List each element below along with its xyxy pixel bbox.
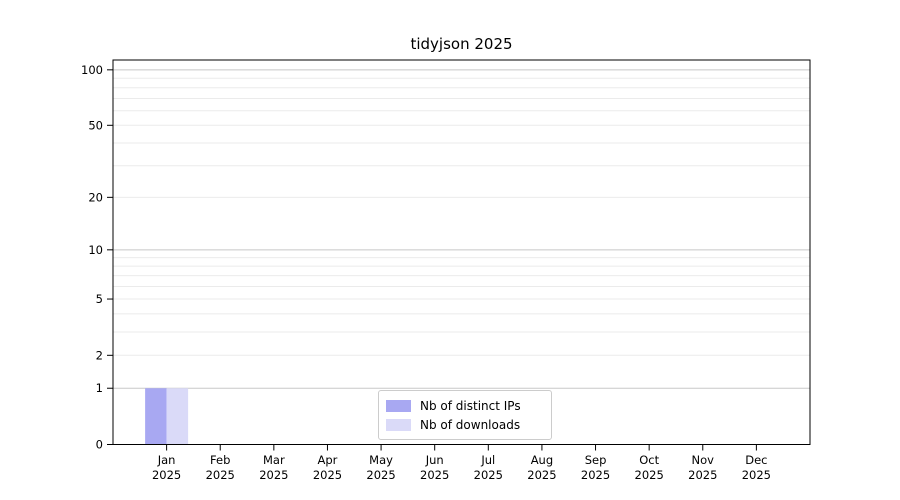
x-tick-label: Oct 2025: [635, 453, 664, 482]
x-tick-month: Jan: [157, 453, 176, 467]
legend-item-distinct-ips: Nb of distinct IPs: [386, 396, 543, 415]
x-tick-label: Mar 2025: [259, 453, 288, 482]
x-tick-year: 2025: [420, 468, 449, 482]
plot-border: [112, 59, 811, 445]
y-tick-label: 0: [96, 438, 103, 452]
x-tick-year: 2025: [366, 468, 395, 482]
x-tick-label: May 2025: [366, 453, 395, 482]
x-tick-month: Sep: [585, 453, 607, 467]
x-tick-label: Jun 2025: [420, 453, 449, 482]
x-tick-label: Nov 2025: [688, 453, 717, 482]
x-tick-year: 2025: [152, 468, 181, 482]
legend: Nb of distinct IPs Nb of downloads: [378, 390, 552, 440]
x-tick-month: Oct: [639, 453, 659, 467]
x-tick-year: 2025: [474, 468, 503, 482]
x-tick-month: Dec: [745, 453, 767, 467]
x-tick-label: Jul 2025: [474, 453, 503, 482]
x-tick-month: Jun: [425, 453, 444, 467]
x-tick-label: Feb 2025: [206, 453, 235, 482]
x-tick-year: 2025: [635, 468, 664, 482]
y-tick-label: 50: [88, 118, 103, 132]
x-tick-month: Mar: [263, 453, 285, 467]
x-tick-month: May: [369, 453, 393, 467]
x-tick-month: Aug: [531, 453, 553, 467]
legend-item-downloads: Nb of downloads: [386, 415, 543, 434]
x-tick-year: 2025: [581, 468, 610, 482]
legend-swatch-downloads: [386, 418, 411, 431]
y-tick-label: 2: [96, 348, 103, 362]
x-tick-year: 2025: [206, 468, 235, 482]
x-tick-label: Sep 2025: [581, 453, 610, 482]
legend-label-distinct-ips: Nb of distinct IPs: [420, 398, 521, 413]
legend-swatch-distinct-ips: [386, 399, 411, 412]
y-tick-label: 20: [88, 190, 103, 204]
x-tick-month: Nov: [692, 453, 715, 467]
x-tick-month: Feb: [210, 453, 230, 467]
x-tick-year: 2025: [527, 468, 556, 482]
legend-label-downloads: Nb of downloads: [420, 417, 521, 432]
y-tick-label: 100: [81, 63, 103, 77]
x-tick-label: Dec 2025: [742, 453, 771, 482]
x-tick-label: Jan 2025: [152, 453, 181, 482]
x-tick-year: 2025: [259, 468, 288, 482]
x-tick-label: Aug 2025: [527, 453, 556, 482]
x-tick-month: Jul: [480, 453, 495, 467]
y-tick-label: 10: [88, 243, 103, 257]
x-tick-year: 2025: [742, 468, 771, 482]
bar-nb-of-downloads: [166, 388, 189, 445]
x-tick-year: 2025: [688, 468, 717, 482]
bar-nb-of-distinct-ips: [145, 388, 167, 445]
chart-title: tidyjson 2025: [410, 35, 513, 53]
x-tick-label: Apr 2025: [313, 453, 342, 482]
x-tick-month: Apr: [318, 453, 338, 467]
y-tick-label: 1: [96, 381, 103, 395]
x-tick-year: 2025: [313, 468, 342, 482]
y-tick-label: 5: [96, 292, 103, 306]
